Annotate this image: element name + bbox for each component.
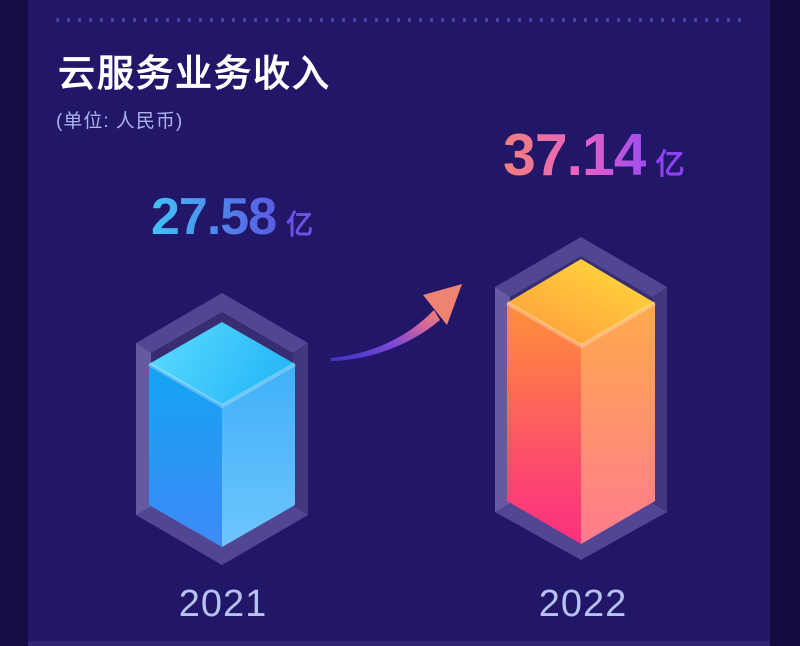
unit-note: (单位: 人民币) [56,111,184,132]
column-2021-left-face [149,364,222,547]
arrow-head [423,284,462,325]
column-2022-left-face [507,303,581,544]
bar-2021 [136,293,308,565]
glass-left-wall-2021 [136,343,151,515]
year-label-2021: 2021 [178,583,268,625]
column-2021-right-face [222,364,295,547]
value-label-2021: 27.58 亿 [151,191,313,243]
glass-right-wall-2022 [652,287,667,512]
column-2022-right-face [581,303,655,544]
dotted-separator-line [56,18,744,22]
glass-right-wall-2021 [293,343,308,515]
value-number-2021: 27.58 [151,188,277,246]
column-2021 [148,322,296,547]
column-2021-bevel-edge [148,362,296,409]
left-edge-strip [0,0,28,646]
column-2022 [505,259,657,544]
bottom-accent-band [28,641,770,646]
arrow-swoosh [330,310,440,361]
value-label-2022: 37.14 亿 [503,126,685,185]
year-label-2022: 2022 [538,583,628,625]
chart-title: 云服务业务收入 [58,53,331,94]
right-edge-strip [770,0,800,646]
value-number-2022: 37.14 [503,122,647,188]
growth-arrow-icon [330,284,462,361]
glass-left-wall-2022 [495,287,510,512]
column-2022-bevel-edge [505,301,657,349]
value-unit-2021: 亿 [286,210,314,240]
column-2022-top-face [507,259,655,346]
value-unit-2022: 亿 [655,149,685,181]
bar-2022 [495,237,667,560]
